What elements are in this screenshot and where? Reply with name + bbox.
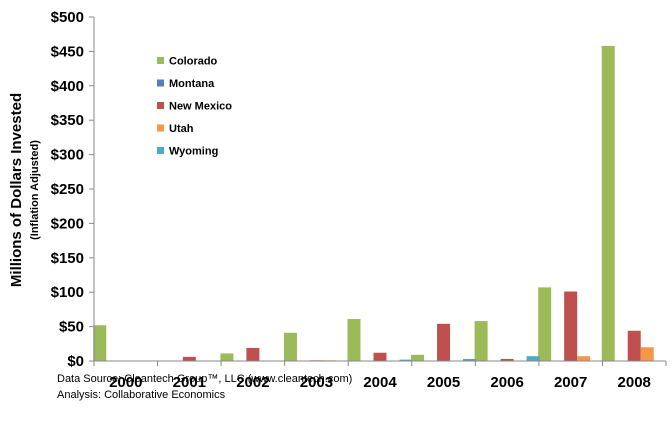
bar-colorado-2002 [220,353,234,361]
legend-label-montana: Montana [169,78,215,90]
y-tick-label: $500 [51,9,84,26]
x-tick-label: 2005 [427,374,460,391]
x-tick-label: 2002 [236,374,269,391]
legend-swatch-montana [157,79,164,87]
y-tick-label: $50 [59,319,84,336]
bar-new-mexico-2004 [373,352,387,361]
y-axis-title: Millions of Dollars Invested (Inflation … [8,93,41,287]
bar-colorado-2006 [474,321,488,361]
x-tick-label: 2004 [363,374,397,391]
data-source-note: Data Source: Cleantech Group™, LLC (www.… [57,373,353,385]
bar-colorado-2004 [347,319,361,361]
y-axis-sublabel: (Inflation Adjusted) [29,140,41,240]
bar-new-mexico-2002 [246,347,260,361]
bar-new-mexico-2006 [500,358,514,361]
bar-new-mexico-2007 [564,291,578,361]
bar-new-mexico-2008 [627,330,641,361]
y-tick-label: $200 [51,215,84,232]
bar-colorado-2005 [411,354,425,361]
bar-new-mexico-2005 [437,323,451,361]
y-axis: $0 $50 $100 $150 $200 $250 $300 $350 $400 $450 $50… [51,9,94,370]
x-tick-label: 2001 [173,374,206,391]
y-tick-label: $250 [51,181,84,198]
axes-lines [93,17,666,362]
bar-colorado-2003 [283,332,297,361]
analysis-note: Analysis: Collaborative Economics [57,389,226,401]
bar-colorado-2000 [93,325,107,361]
bar-wyoming-2006 [526,356,540,361]
y-tick-label: $400 [51,78,84,95]
y-tick-label: $150 [51,250,84,267]
plot-area [93,45,654,362]
legend-label-wyoming: Wyoming [169,146,218,158]
legend-label-new-mexico: New Mexico [169,101,232,113]
bar-utah-2008 [640,347,654,361]
bar-colorado-2008 [601,45,615,362]
legend-swatch-utah [157,124,164,132]
x-tick-label: 2003 [300,374,333,391]
bar-colorado-2007 [538,287,552,361]
legend-swatch-colorado [157,57,164,64]
legend-swatch-wyoming [157,147,164,154]
legend: Colorado Montana New Mexico Utah Wyoming [157,56,232,158]
y-tick-label: $0 [67,353,84,370]
x-axis: 2000 2001 2002 2003 2004 2005 2006 2007 2008 [93,361,667,391]
y-axis-label: Millions of Dollars Invested [8,93,25,287]
bar-wyoming-2004 [399,359,413,361]
y-tick-label: $350 [51,112,84,129]
bar-wyoming-2005 [463,358,477,361]
legend-label-utah: Utah [169,123,194,135]
y-tick-label: $100 [51,284,84,301]
legend-label-colorado: Colorado [169,56,218,68]
y-tick-label: $300 [51,147,84,164]
bar-utah-2007 [577,356,591,361]
x-tick-label: 2008 [618,374,651,391]
x-tick-label: 2007 [554,374,587,391]
bar-new-mexico-2001 [182,356,196,361]
legend-swatch-new-mexico [157,102,164,109]
y-tick-label: $450 [51,43,84,60]
x-tick-label: 2000 [109,374,142,391]
x-tick-label: 2006 [490,374,523,391]
